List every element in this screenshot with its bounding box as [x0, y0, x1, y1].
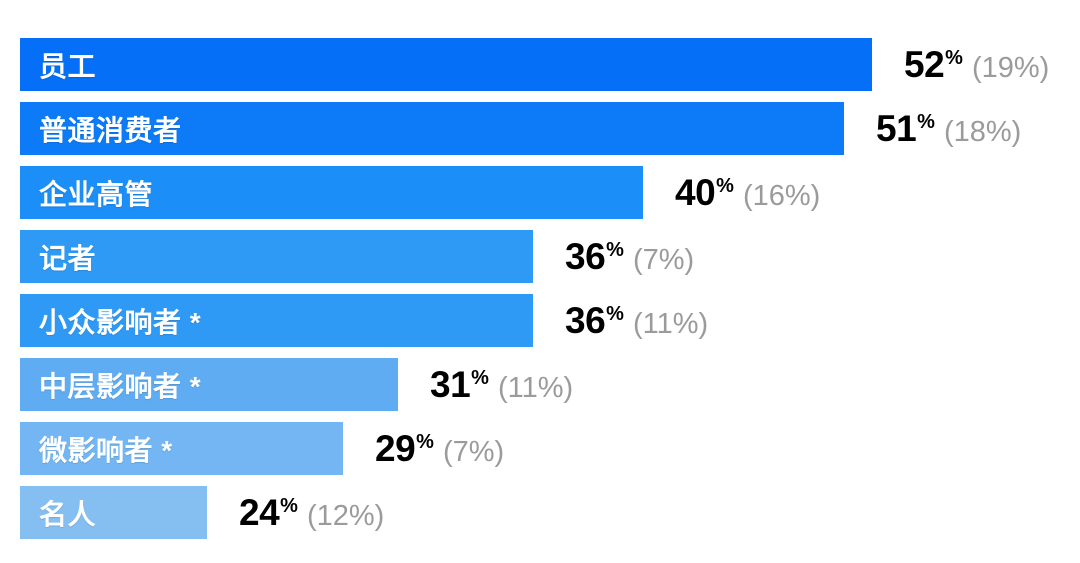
- bar-value-number: 31: [430, 363, 471, 405]
- bar-value: 29 % (7%): [375, 428, 504, 470]
- bar-secondary-value: (11%): [632, 307, 709, 340]
- bar-value: 51 % (18%): [876, 108, 1021, 150]
- bar: 企业高管: [20, 166, 643, 219]
- bar-label: 名人: [39, 498, 97, 530]
- bar-row: 企业高管 40 % (16%): [20, 166, 1080, 219]
- bar-label: 微影响者 *: [39, 434, 173, 466]
- bar-row: 名人 24 % (12%): [20, 486, 1080, 539]
- percent-sign: %: [606, 238, 624, 261]
- bar-row: 中层影响者 * 31 % (11%): [20, 358, 1080, 411]
- bar-secondary-value: (18%): [943, 115, 1022, 148]
- percent-sign: %: [606, 302, 624, 325]
- percent-sign: %: [945, 46, 963, 69]
- bar-secondary-value: (16%): [742, 179, 821, 212]
- bar-row: 普通消费者 51 % (18%): [20, 102, 1080, 155]
- bar-secondary-value: (12%): [306, 499, 385, 532]
- percent-sign: %: [416, 430, 434, 453]
- bar-label: 普通消费者: [39, 114, 182, 146]
- percent-sign: %: [471, 366, 489, 389]
- bar-label: 小众影响者 *: [39, 306, 202, 338]
- bar-value-number: 36: [565, 299, 606, 341]
- bar-row: 微影响者 * 29 % (7%): [20, 422, 1080, 475]
- bar: 小众影响者 *: [20, 294, 533, 347]
- bar-value: 52 % (19%): [904, 44, 1049, 86]
- bar-row: 员工 52 % (19%): [20, 38, 1080, 91]
- percent-sign: %: [280, 494, 298, 517]
- bar-value: 36 % (11%): [565, 300, 708, 342]
- bar-label: 记者: [39, 242, 97, 274]
- bar-label: 企业高管: [39, 178, 154, 210]
- percent-sign: %: [716, 174, 734, 197]
- bar-secondary-value: (7%): [442, 435, 505, 468]
- bar: 中层影响者 *: [20, 358, 398, 411]
- bar-row: 小众影响者 * 36 % (11%): [20, 294, 1080, 347]
- bar-secondary-value: (19%): [971, 51, 1050, 84]
- bar-secondary-value: (11%): [497, 371, 574, 404]
- bar-label: 中层影响者 *: [39, 370, 202, 402]
- bar-value-number: 40: [675, 171, 716, 213]
- bar-value: 40 % (16%): [675, 172, 820, 214]
- bar-value: 31 % (11%): [430, 364, 573, 406]
- bar-row: 记者 36 % (7%): [20, 230, 1080, 283]
- bar-value-number: 29: [375, 427, 416, 469]
- bar-value-number: 52: [904, 43, 945, 85]
- bar: 普通消费者: [20, 102, 844, 155]
- bar-value: 24 % (12%): [239, 492, 384, 534]
- bar-label: 员工: [39, 50, 97, 82]
- bar: 微影响者 *: [20, 422, 343, 475]
- bar: 记者: [20, 230, 533, 283]
- bar-value-number: 51: [876, 107, 917, 149]
- percent-sign: %: [917, 110, 935, 133]
- bar: 名人: [20, 486, 207, 539]
- bar-value-number: 36: [565, 235, 606, 277]
- bar-secondary-value: (7%): [632, 243, 695, 276]
- bar-value: 36 % (7%): [565, 236, 694, 278]
- bar-value-number: 24: [239, 491, 280, 533]
- bar: 员工: [20, 38, 872, 91]
